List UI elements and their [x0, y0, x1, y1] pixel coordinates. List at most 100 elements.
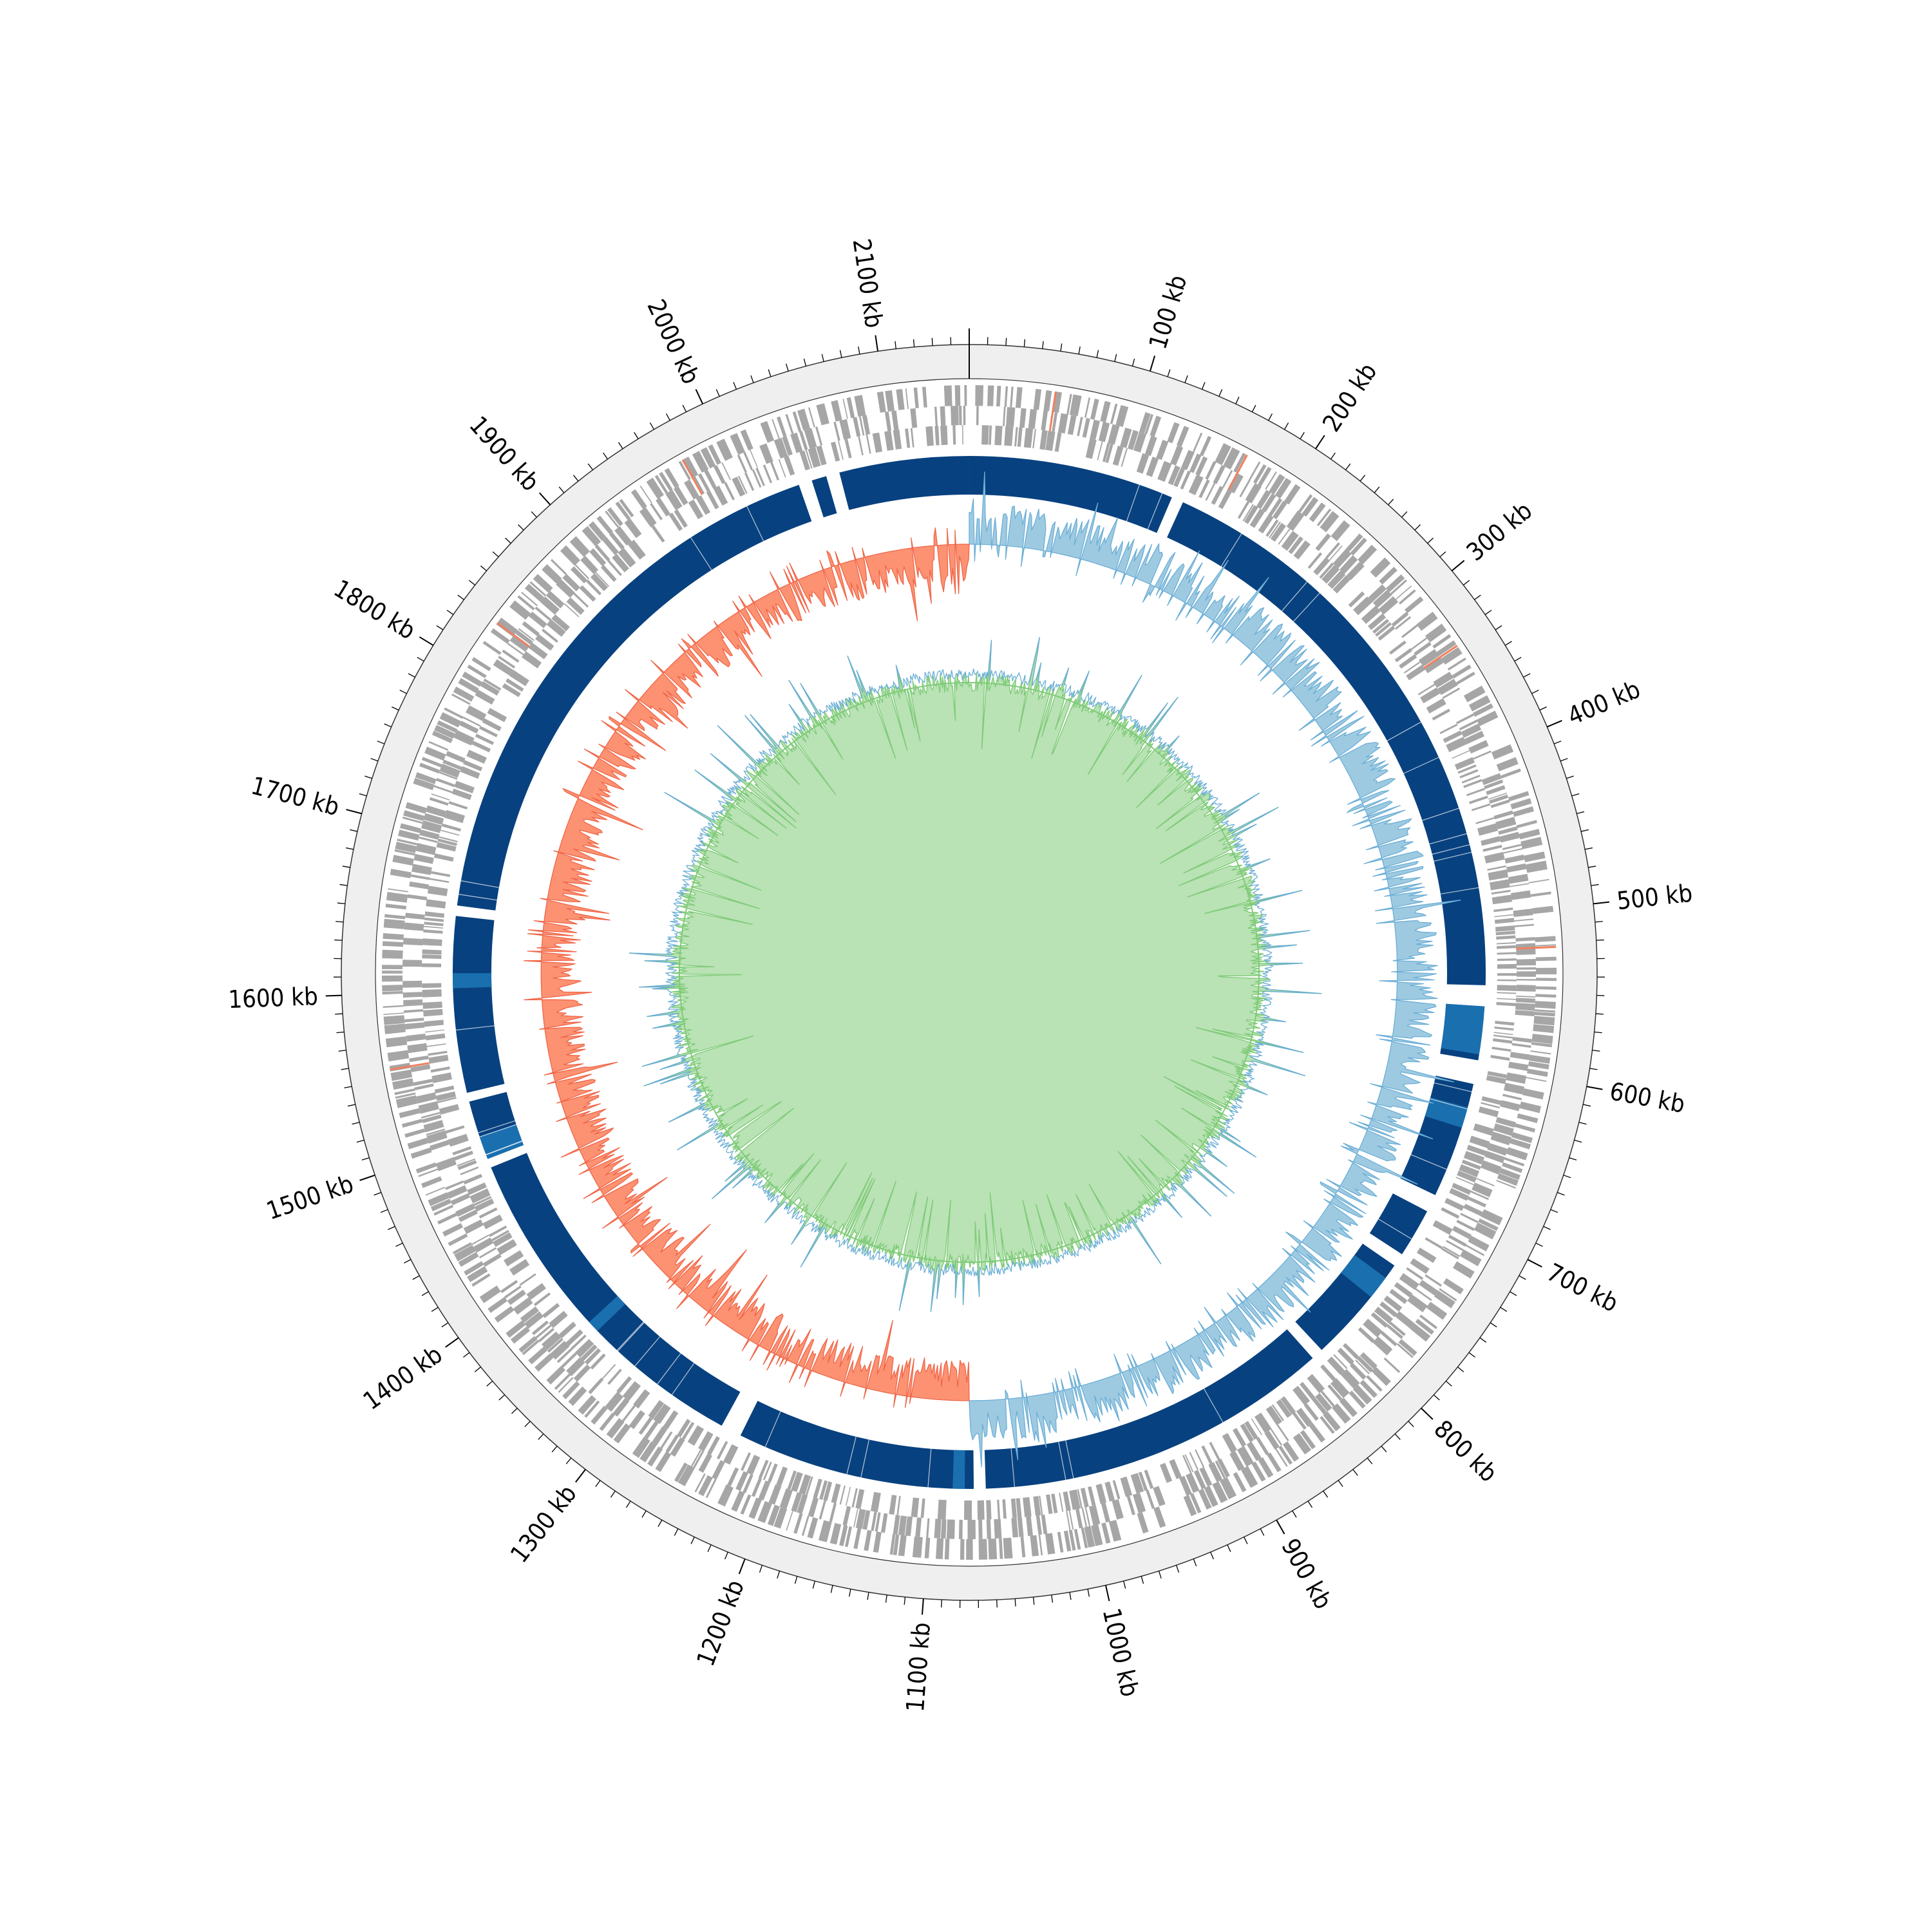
cds-feature [791, 1472, 803, 1492]
cds-feature [551, 614, 570, 632]
minor-tick [1401, 511, 1408, 518]
similarity-hairline [1126, 484, 1140, 522]
cds-feature [1156, 439, 1169, 460]
cds-feature [1198, 1488, 1212, 1510]
cds-feature [1473, 750, 1492, 760]
minor-tick [1539, 706, 1547, 711]
minor-tick [551, 1446, 558, 1453]
cds-feature [1293, 1433, 1312, 1455]
cds-feature [1508, 791, 1530, 802]
cds-feature [1516, 971, 1537, 977]
cds-feature [998, 1538, 1003, 1559]
cds-feature [898, 1515, 907, 1536]
cds-feature [1464, 730, 1484, 744]
cds-feature [382, 990, 403, 995]
cds-feature [473, 1237, 494, 1253]
cds-feature [1513, 908, 1533, 917]
cds-feature [404, 922, 424, 931]
cds-feature [784, 455, 795, 476]
cds-feature [1320, 1416, 1335, 1434]
minor-tick [1069, 1592, 1072, 1600]
cds-feature [654, 475, 668, 494]
minor-tick [885, 1595, 887, 1603]
cds-feature [415, 1162, 437, 1173]
cds-feature [1490, 799, 1510, 808]
cds-feature [448, 1133, 469, 1147]
cds-feature [1508, 1061, 1529, 1071]
cds-feature [458, 677, 479, 694]
similarity-hairline [617, 1322, 645, 1352]
minor-tick [417, 657, 424, 662]
cds-feature [455, 1203, 476, 1217]
cds-feature [1504, 1083, 1524, 1095]
cds-feature [845, 1486, 851, 1506]
cds-feature [630, 489, 647, 509]
cds-feature [458, 1209, 478, 1222]
cds-feature [621, 1405, 636, 1422]
cds-feature [1406, 1267, 1424, 1280]
cds-feature [435, 778, 455, 788]
cds-feature [554, 1373, 571, 1390]
similarity-hairline [456, 909, 495, 915]
cds-feature [1121, 448, 1128, 468]
cds-feature [424, 746, 446, 761]
similarity-hairline [455, 1025, 495, 1031]
cds-feature [1091, 1524, 1103, 1546]
major-tick [1586, 1086, 1603, 1090]
cds-feature [838, 440, 844, 460]
cds-feature [804, 428, 817, 449]
cds-feature [400, 823, 421, 833]
cds-feature [535, 606, 551, 621]
cds-feature [1182, 1455, 1192, 1473]
cds-feature [960, 1539, 965, 1560]
minor-tick [1338, 1480, 1343, 1487]
cds-feature [445, 1125, 465, 1134]
cds-feature [402, 817, 423, 824]
cds-feature [1004, 426, 1014, 446]
minor-tick [1251, 404, 1256, 412]
cds-feature [457, 1158, 476, 1167]
cds-feature [1133, 431, 1147, 453]
minor-tick [1023, 339, 1026, 347]
cds-feature [403, 999, 423, 1007]
cds-feature [808, 1497, 819, 1518]
cds-feature [1023, 1497, 1032, 1517]
minor-tick [380, 1209, 388, 1213]
similarity-hairline [460, 880, 499, 888]
cds-feature [1068, 1510, 1074, 1530]
cds-feature [1307, 1374, 1325, 1394]
cds-feature [737, 475, 748, 494]
cds-feature [624, 518, 642, 538]
rna-feature [1516, 945, 1557, 950]
cds-feature [712, 1460, 725, 1480]
minor-tick [1577, 811, 1585, 815]
cds-feature [542, 564, 562, 584]
cds-feature [428, 1192, 450, 1206]
cds-feature [383, 933, 404, 940]
cds-feature [977, 1500, 985, 1520]
minor-tick [1591, 884, 1599, 886]
minor-tick [1543, 1226, 1551, 1230]
cds-feature [1276, 1399, 1292, 1418]
cds-feature [1528, 878, 1549, 884]
cds-feature [1173, 468, 1186, 488]
minor-tick [347, 1104, 355, 1107]
cds-feature [696, 495, 711, 515]
cds-feature [1350, 537, 1367, 556]
similarity-hairline [1293, 592, 1320, 622]
cds-feature [905, 1516, 913, 1537]
cds-feature [1069, 394, 1082, 417]
cds-feature [424, 917, 444, 922]
cds-feature [482, 718, 502, 732]
minor-tick [518, 524, 524, 531]
similarity-hairline [479, 1124, 516, 1137]
cds-feature [561, 1352, 578, 1368]
cds-feature [1253, 464, 1267, 484]
cds-feature [1472, 1182, 1493, 1198]
minor-tick [641, 1510, 647, 1518]
cds-feature [1068, 1530, 1076, 1551]
cds-feature [1476, 710, 1499, 726]
cds-feature [1233, 453, 1246, 473]
cds-feature [1264, 1430, 1280, 1450]
cds-feature [1201, 1445, 1213, 1464]
